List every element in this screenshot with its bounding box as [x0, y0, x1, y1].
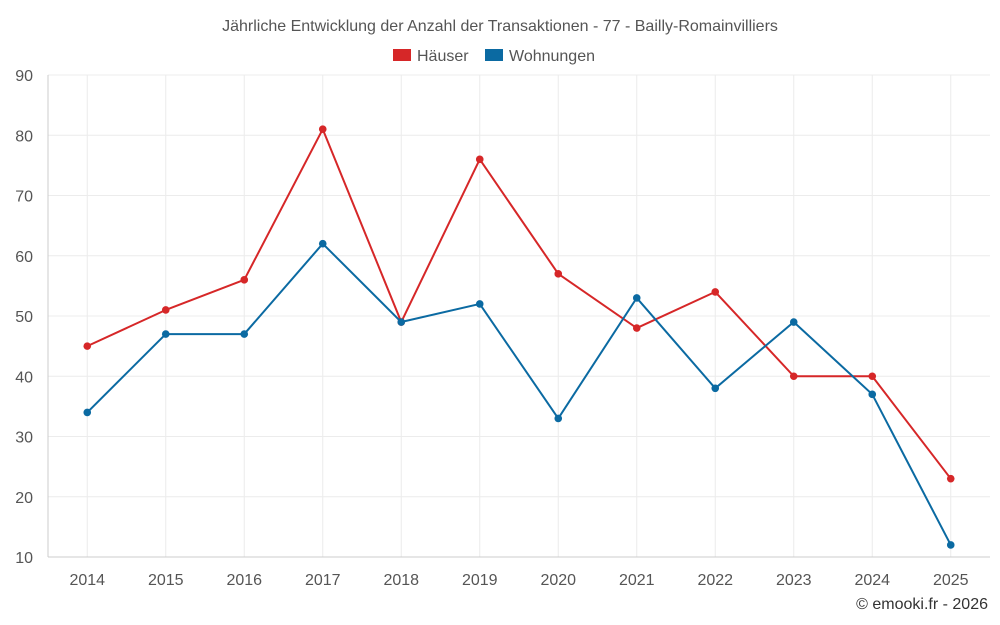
- data-point-hauser[interactable]: [789, 372, 798, 381]
- legend-swatch-hauser: [393, 49, 411, 61]
- x-tick-label: 2016: [226, 572, 262, 589]
- data-point-wohnungen[interactable]: [946, 541, 955, 549]
- y-tick-label: 10: [15, 550, 33, 567]
- y-tick-label: 40: [15, 369, 33, 386]
- data-point-wohnungen[interactable]: [554, 414, 563, 423]
- y-tick-label: 90: [15, 68, 33, 85]
- x-tick-label: 2024: [854, 572, 890, 589]
- data-point-hauser[interactable]: [632, 324, 641, 332]
- data-point-wohnungen[interactable]: [868, 390, 877, 399]
- x-tick-label: 2018: [383, 572, 419, 589]
- x-tick-label: 2025: [933, 572, 969, 589]
- data-point-wohnungen[interactable]: [632, 294, 641, 302]
- data-point-hauser[interactable]: [554, 270, 563, 278]
- credit-text: © emooki.fr - 2026: [856, 596, 988, 613]
- data-point-wohnungen[interactable]: [240, 330, 249, 338]
- x-tick-label: 2022: [697, 572, 733, 589]
- y-tick-label: 70: [15, 189, 33, 206]
- data-point-hauser[interactable]: [711, 288, 720, 296]
- data-point-wohnungen[interactable]: [397, 318, 406, 326]
- series-wohnungen: [83, 239, 955, 549]
- y-tick-label: 50: [15, 309, 33, 326]
- data-point-wohnungen[interactable]: [789, 318, 798, 326]
- legend-label-hauser[interactable]: Häuser: [417, 48, 469, 65]
- x-tick-label: 2014: [69, 572, 105, 589]
- legend-swatch-wohnungen: [485, 49, 503, 61]
- data-point-hauser[interactable]: [475, 155, 484, 164]
- x-tick-label: 2020: [540, 572, 576, 589]
- data-point-hauser[interactable]: [161, 306, 170, 314]
- x-tick-label: 2021: [619, 572, 655, 589]
- chart-title: Jährliche Entwicklung der Anzahl der Tra…: [222, 18, 778, 35]
- data-point-wohnungen[interactable]: [161, 330, 170, 338]
- data-point-wohnungen[interactable]: [83, 408, 92, 417]
- x-tick-label: 2019: [462, 572, 498, 589]
- y-tick-label: 30: [15, 430, 33, 447]
- data-point-hauser[interactable]: [240, 276, 249, 284]
- x-tick-label: 2015: [148, 572, 184, 589]
- data-point-hauser[interactable]: [83, 342, 92, 350]
- data-point-hauser[interactable]: [946, 474, 955, 483]
- series-line-wohnungen: [86, 242, 952, 546]
- data-point-wohnungen[interactable]: [475, 300, 484, 308]
- series-hauser: [83, 125, 955, 483]
- data-point-wohnungen[interactable]: [711, 384, 720, 393]
- legend-label-wohnungen[interactable]: Wohnungen: [509, 48, 595, 65]
- data-point-hauser[interactable]: [318, 125, 327, 134]
- data-point-wohnungen[interactable]: [318, 239, 327, 248]
- x-tick-label: 2023: [776, 572, 812, 589]
- y-tick-label: 20: [15, 490, 33, 507]
- x-tick-label: 2017: [305, 572, 341, 589]
- legend: Häuser Wohnungen: [393, 48, 595, 65]
- data-point-hauser[interactable]: [868, 372, 877, 381]
- y-tick-label: 80: [15, 128, 33, 145]
- y-tick-label: 60: [15, 249, 33, 266]
- series-line-hauser: [86, 128, 952, 480]
